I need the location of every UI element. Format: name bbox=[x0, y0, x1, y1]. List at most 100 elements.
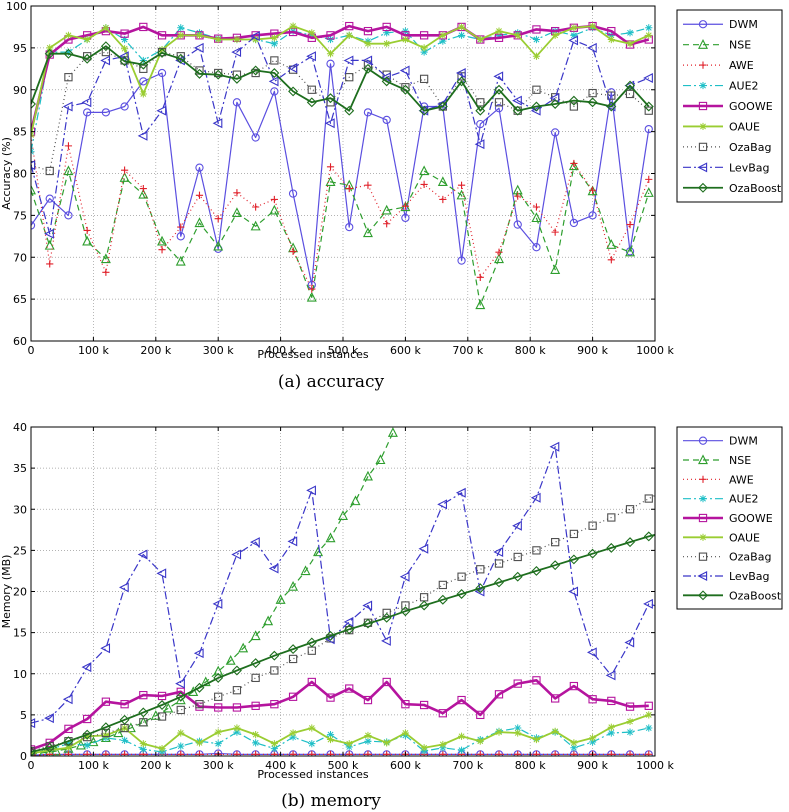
data-point-goowe bbox=[120, 700, 129, 709]
data-point-ozaboost bbox=[269, 68, 280, 78]
data-point-oaue bbox=[139, 740, 147, 748]
legend-label-levbag: LevBag bbox=[729, 161, 769, 174]
data-point-awe bbox=[326, 750, 335, 756]
data-point-ozaboost bbox=[231, 73, 242, 84]
data-point-ozaboost bbox=[606, 101, 617, 112]
data-point-aue2 bbox=[626, 29, 634, 37]
x-tick-label: 700 k bbox=[452, 344, 483, 357]
data-point-ozaboost bbox=[250, 658, 261, 669]
data-point-ozaboost bbox=[119, 56, 130, 67]
data-point-dwm bbox=[551, 128, 560, 137]
data-point-oaue bbox=[551, 31, 559, 39]
data-point-oaue bbox=[570, 739, 578, 747]
data-point-levbag bbox=[250, 31, 260, 42]
data-point-ozaboost bbox=[231, 665, 242, 676]
legend-marker-aue2 bbox=[699, 81, 707, 90]
data-point-levbag bbox=[268, 76, 279, 87]
data-point-ozabag bbox=[588, 521, 597, 530]
data-point-goowe bbox=[532, 676, 541, 685]
y-tick-label: 60 bbox=[13, 335, 27, 348]
data-point-nse bbox=[175, 255, 186, 266]
legend-marker-ozabag bbox=[698, 552, 708, 561]
data-point-ozaboost bbox=[82, 53, 93, 64]
legend-label-oaue: OAUE bbox=[729, 531, 760, 544]
data-point-ozaboost bbox=[587, 97, 598, 108]
data-point-oaue bbox=[532, 735, 541, 744]
legend-marker-awe bbox=[699, 475, 707, 483]
data-point-dwm bbox=[139, 77, 148, 86]
data-point-nse bbox=[63, 165, 74, 176]
data-point-oaue bbox=[420, 44, 428, 52]
data-point-ozabag bbox=[569, 102, 579, 111]
data-point-goowe bbox=[139, 690, 148, 700]
data-point-ozabag bbox=[288, 654, 298, 664]
data-point-oaue bbox=[158, 744, 166, 753]
data-point-awe bbox=[158, 246, 166, 254]
data-point-awe bbox=[495, 750, 503, 756]
data-point-ozaboost bbox=[568, 554, 579, 565]
data-point-oaue bbox=[252, 731, 260, 739]
data-point-nse bbox=[531, 212, 542, 223]
legend-label-levbag: LevBag bbox=[729, 570, 769, 583]
data-point-dwm bbox=[401, 213, 410, 223]
data-point-levbag bbox=[586, 647, 597, 658]
data-point-oaue bbox=[476, 737, 484, 745]
data-point-goowe bbox=[532, 25, 541, 34]
data-point-ozaboost bbox=[419, 600, 430, 611]
data-point-aue2 bbox=[121, 736, 129, 744]
data-point-oaue bbox=[195, 739, 204, 747]
data-point-nse bbox=[419, 165, 430, 176]
data-point-awe bbox=[364, 750, 372, 756]
data-point-ozaboost bbox=[269, 650, 280, 661]
data-point-awe bbox=[83, 750, 91, 756]
data-point-oaue bbox=[551, 727, 559, 735]
data-point-dwm bbox=[569, 218, 579, 228]
data-point-nse bbox=[606, 239, 617, 249]
data-point-ozaboost bbox=[456, 76, 467, 87]
data-point-awe bbox=[289, 750, 297, 756]
y-tick-label: 90 bbox=[13, 84, 27, 97]
data-point-goowe bbox=[120, 29, 129, 38]
data-point-ozaboost bbox=[475, 105, 486, 116]
series-line-nse bbox=[31, 165, 650, 306]
legend-item-levbag: LevBag bbox=[683, 161, 769, 174]
data-point-levbag bbox=[605, 670, 616, 681]
data-point-nse bbox=[288, 580, 299, 591]
data-point-ozaboost bbox=[157, 700, 168, 710]
data-point-ozaboost bbox=[550, 99, 561, 109]
data-point-goowe bbox=[326, 693, 335, 702]
data-point-oaue bbox=[457, 23, 466, 31]
data-point-oaue bbox=[345, 740, 353, 748]
data-point-ozaboost bbox=[381, 76, 392, 87]
legend-label-oaue: OAUE bbox=[729, 120, 760, 133]
data-point-ozabag bbox=[270, 56, 279, 65]
data-point-aue2 bbox=[364, 737, 372, 745]
data-point-nse bbox=[494, 253, 504, 264]
accuracy-caption: (a) accuracy bbox=[278, 372, 385, 392]
data-point-dwm bbox=[214, 749, 223, 756]
data-point-levbag bbox=[549, 441, 560, 452]
data-point-awe bbox=[177, 223, 185, 231]
legend-label-aue2: AUE2 bbox=[729, 493, 759, 506]
data-point-aue2 bbox=[626, 728, 634, 736]
data-point-levbag bbox=[212, 118, 223, 129]
data-point-nse bbox=[306, 291, 317, 302]
data-point-awe bbox=[476, 273, 484, 281]
data-point-awe bbox=[121, 166, 129, 174]
data-point-levbag bbox=[175, 678, 185, 689]
data-point-aue2 bbox=[326, 35, 335, 44]
data-point-awe bbox=[457, 181, 466, 189]
data-point-awe bbox=[102, 268, 110, 276]
data-point-ozaboost bbox=[344, 105, 355, 116]
data-point-levbag bbox=[474, 139, 485, 150]
data-point-levbag bbox=[156, 568, 167, 579]
data-point-ozaboost bbox=[643, 531, 654, 542]
data-point-nse bbox=[350, 495, 361, 506]
data-point-dwm bbox=[120, 102, 129, 111]
legend-item-goowe: GOOWE bbox=[683, 512, 773, 525]
y-tick-label: 95 bbox=[13, 42, 27, 55]
data-point-goowe bbox=[588, 695, 597, 704]
data-point-dwm bbox=[45, 194, 54, 203]
data-point-levbag bbox=[493, 71, 504, 82]
data-point-ozaboost bbox=[119, 714, 130, 725]
